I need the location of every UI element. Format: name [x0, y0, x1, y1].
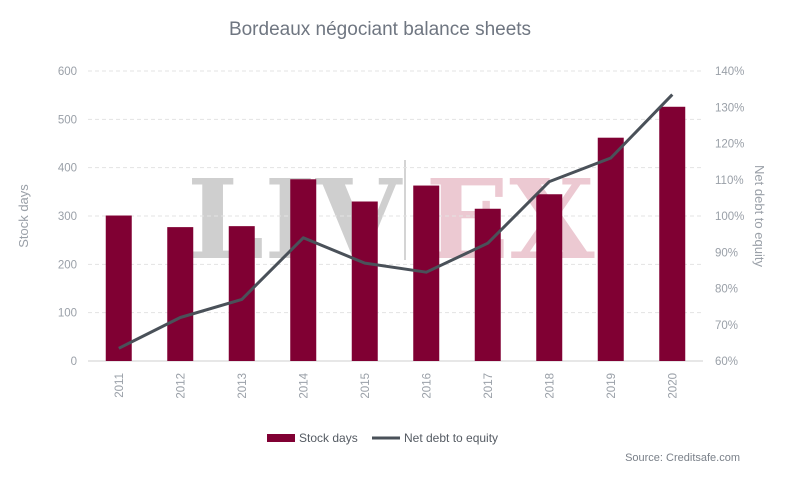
bar-2013 [228, 226, 255, 361]
legend: Stock days Net debt to equity [267, 431, 498, 445]
legend-swatch-stock-days [267, 434, 295, 442]
bar-2019 [597, 137, 624, 361]
watermark-divider [404, 160, 406, 260]
x-tick-label: 2015 [360, 373, 372, 399]
x-tick-label: 2011 [114, 373, 126, 398]
right-tick-label: 80% [715, 284, 738, 296]
right-tick-label: 130% [715, 102, 744, 114]
stock-days-bars [105, 106, 686, 362]
legend-label-net-debt: Net debt to equity [404, 431, 498, 445]
left-tick-label: 100 [58, 308, 77, 320]
bar-2020 [659, 106, 686, 362]
right-tick-label: 100% [715, 211, 744, 223]
bar-2017 [474, 208, 501, 361]
source-note: Source: Creditsafe.com [625, 452, 740, 464]
net-debt-line [118, 93, 674, 350]
right-axis-ticks: 60% 70% 80% 90% 100% 110% 120% 130% 140% [715, 66, 744, 368]
left-tick-label: 300 [58, 211, 77, 223]
x-tick-label: 2012 [175, 373, 187, 399]
x-tick-label: 2019 [606, 373, 618, 399]
left-tick-label: 500 [58, 114, 77, 126]
right-tick-label: 140% [715, 66, 744, 78]
left-tick-label: 0 [71, 356, 77, 368]
right-tick-label: 90% [715, 247, 738, 259]
x-tick-label: 2020 [667, 373, 679, 399]
bar-2014 [290, 179, 317, 361]
right-tick-label: 60% [715, 356, 738, 368]
x-tick-label: 2017 [483, 373, 495, 399]
right-axis-title: Net debt to equity [752, 165, 767, 267]
x-tick-label: 2013 [237, 373, 249, 399]
left-tick-label: 400 [58, 163, 77, 175]
bar-2015 [351, 201, 378, 361]
left-axis-ticks: 0 100 200 300 400 500 600 [58, 66, 77, 368]
chart-title: Bordeaux négociant balance sheets [229, 19, 531, 40]
x-tick-label: 2018 [544, 373, 556, 399]
x-axis-ticks: 2011 2012 2013 2014 2015 2016 2017 2018 2019 2020 [114, 372, 680, 398]
right-tick-label: 70% [715, 320, 738, 332]
bar-2018 [536, 194, 563, 361]
right-tick-label: 120% [715, 139, 744, 151]
left-tick-label: 200 [58, 259, 77, 271]
bar-2012 [167, 227, 194, 361]
net-debt-line-series [118, 93, 674, 350]
right-tick-label: 110% [715, 175, 744, 187]
x-tick-label: 2014 [298, 372, 310, 398]
bar-2011 [105, 215, 132, 361]
left-axis-title: Stock days [16, 184, 31, 248]
x-tick-label: 2016 [421, 373, 433, 399]
left-tick-label: 600 [58, 66, 77, 78]
legend-label-stock-days: Stock days [299, 431, 358, 445]
